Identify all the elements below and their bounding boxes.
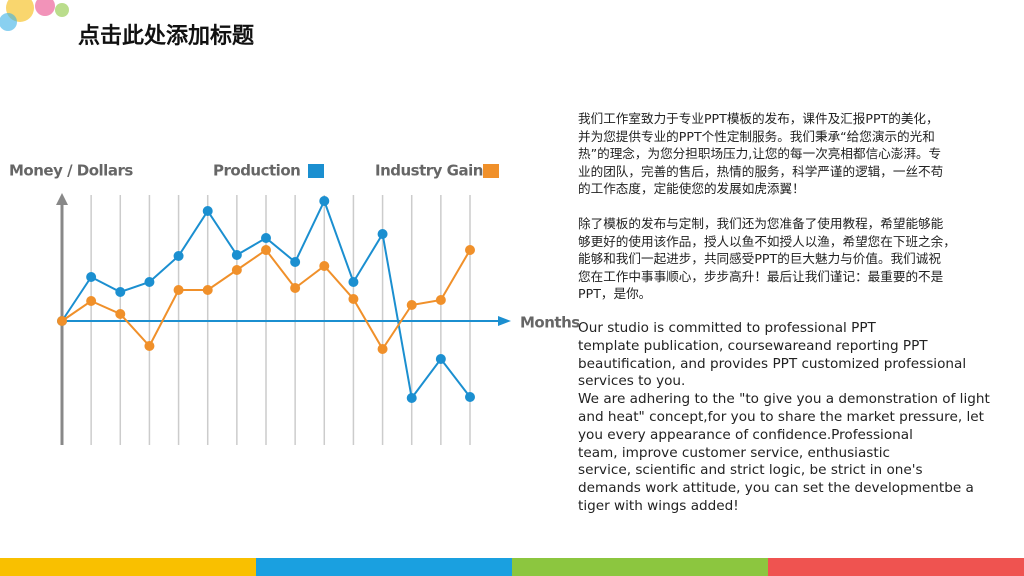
legend-label: Industry Gain bbox=[375, 162, 483, 180]
color-bar bbox=[0, 558, 256, 576]
text-line: Our studio is committed to professional … bbox=[578, 319, 876, 336]
text-line: 除了模板的发布与定制，我们还为您准备了使用教程，希望能够能 bbox=[578, 215, 944, 231]
text-line: team, improve customer service, enthusia… bbox=[578, 444, 890, 461]
color-bar bbox=[768, 558, 1024, 576]
text-line: 的工作态度，定能使您的发展如虎添翼！ bbox=[578, 181, 805, 197]
data-point bbox=[144, 277, 155, 287]
data-point bbox=[144, 341, 155, 351]
color-bar bbox=[256, 558, 512, 576]
data-point bbox=[319, 261, 330, 271]
text-line: demands work attitude, you can set the d… bbox=[578, 480, 974, 497]
paragraph: Our studio is committed to professional … bbox=[578, 320, 1018, 516]
text-line: and heat" concept,for you to share the m… bbox=[578, 408, 984, 425]
text-line: 我们工作室致力于专业PPT模板的发布，课件及汇报PPT的美化， bbox=[578, 111, 939, 126]
data-point bbox=[319, 196, 330, 206]
text-line: service, scientific and strict logic, be… bbox=[578, 462, 923, 479]
data-point bbox=[406, 300, 417, 310]
color-bar bbox=[512, 558, 768, 576]
paragraph: 除了模板的发布与定制，我们还为您准备了使用教程，希望能够能 够更好的使用该作品，授… bbox=[578, 215, 1018, 303]
text-line: 够更好的使用该作品，授人以鱼不如授人以渔，希望您在下班之余， bbox=[578, 233, 956, 249]
y-axis-arrow bbox=[56, 193, 68, 205]
legend-label: Production bbox=[213, 162, 300, 180]
data-point bbox=[115, 287, 126, 297]
y-axis-label: Money / Dollars bbox=[9, 162, 133, 180]
data-point bbox=[377, 229, 388, 239]
legend-swatch bbox=[483, 164, 499, 178]
data-point bbox=[261, 233, 271, 243]
data-point bbox=[406, 393, 417, 403]
data-point bbox=[348, 277, 359, 287]
data-point bbox=[57, 316, 67, 326]
data-point bbox=[231, 250, 242, 260]
data-point bbox=[435, 295, 446, 305]
text-line: We are adhering to the "to give you a de… bbox=[578, 391, 990, 408]
text-line: 热”的理念，为您分担职场压力,让您的每一次亮相都信心澎湃。专 bbox=[578, 146, 942, 162]
body-text: 我们工作室致力于专业PPT模板的发布，课件及汇报PPT的美化， 并为您提供专业的P… bbox=[578, 110, 1018, 516]
data-point bbox=[86, 296, 97, 306]
data-point bbox=[435, 354, 446, 364]
text-line: 并为您提供专业的PPT个性定制服务。我们秉承“给您演示的光和 bbox=[578, 128, 935, 144]
data-point bbox=[231, 265, 242, 275]
data-point bbox=[86, 272, 97, 282]
text-line: PPT，是你。 bbox=[578, 286, 652, 302]
text-line: you every appearance of confidence.Profe… bbox=[578, 426, 913, 443]
data-point bbox=[377, 344, 388, 354]
paragraph: 我们工作室致力于专业PPT模板的发布，课件及汇报PPT的美化， 并为您提供专业的P… bbox=[578, 110, 1018, 198]
data-point bbox=[465, 392, 475, 402]
legend-swatch bbox=[308, 164, 324, 178]
data-point bbox=[202, 285, 213, 295]
x-axis-arrow bbox=[498, 316, 511, 326]
data-point bbox=[348, 294, 359, 304]
x-axis-label: Months bbox=[520, 314, 580, 332]
data-point bbox=[173, 251, 184, 261]
data-point bbox=[290, 257, 301, 267]
text-line: tiger with wings added! bbox=[578, 497, 739, 514]
text-line: 业的团队，完善的售后，热情的服务，科学严谨的逻辑，一丝不苟 bbox=[578, 163, 944, 179]
slide-title: 点击此处添加标题 bbox=[78, 24, 255, 49]
text-line: 能够和我们一起进步，共同感受PPT的巨大魅力与价值。我们诚祝 bbox=[578, 251, 941, 267]
data-point bbox=[261, 245, 271, 255]
data-point bbox=[202, 206, 213, 216]
data-point bbox=[173, 285, 184, 295]
data-point bbox=[115, 309, 126, 319]
data-point bbox=[465, 245, 475, 255]
decoration bbox=[0, 0, 69, 31]
chart: Money / Dollars Months Production Industry … bbox=[9, 162, 580, 445]
data-point bbox=[290, 283, 301, 293]
text-line: services to you. bbox=[578, 373, 686, 390]
text-line: 您在工作中事事顺心，步步高升！最后让我们谨记：最重要的不是 bbox=[578, 268, 944, 284]
text-line: beautification, and provides PPT customi… bbox=[578, 355, 967, 372]
text-line: template publication, coursewareand repo… bbox=[578, 337, 928, 354]
